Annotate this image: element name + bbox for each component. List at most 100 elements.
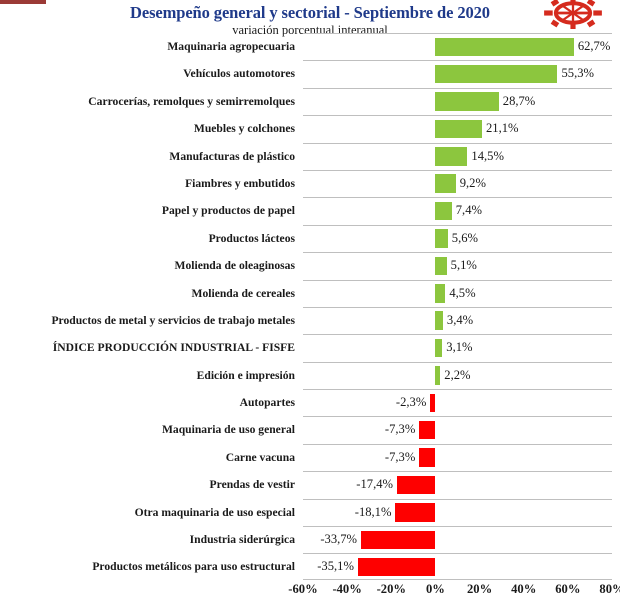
bar-value-label: 3,1%	[446, 340, 473, 355]
bar-value-label: 2,2%	[444, 367, 471, 382]
x-axis-tick-label: -60%	[288, 582, 318, 596]
category-label: Fiambres y embutidos	[185, 176, 295, 190]
category-label: Muebles y colchones	[193, 122, 295, 136]
category-label: Carrocerías, remolques y semirremolques	[88, 94, 295, 108]
bar-track: 14,5%	[303, 143, 612, 170]
bar-row: Industria siderúrgica -33,7%	[0, 526, 620, 553]
category-label: Edición e impresión	[196, 368, 295, 382]
bar-track: 55,3%	[303, 60, 612, 87]
bar-row: Carrocerías, remolques y semirremolques 2…	[0, 87, 620, 115]
bar-positive[interactable]	[435, 64, 558, 84]
bar-positive[interactable]	[435, 338, 443, 358]
bar-row: Manufacturas de plástico 14,5%	[0, 142, 620, 170]
x-axis-tick-label: 20%	[466, 582, 493, 596]
bar-value-label: 9,2%	[459, 175, 486, 190]
category-label: Maquinaria agropecuaria	[167, 40, 295, 53]
bar-negative[interactable]	[419, 448, 436, 467]
category-label: Molienda de cereales	[191, 286, 295, 300]
gridline	[303, 553, 612, 555]
bar-value-label: 28,7%	[502, 93, 536, 108]
bar-track: -33,7%	[303, 526, 612, 553]
gridline	[303, 389, 612, 391]
bar-value-label: 4,5%	[449, 285, 476, 300]
x-axis-tick-label: 80%	[599, 582, 620, 596]
bar-positive[interactable]	[435, 119, 482, 139]
bar-negative[interactable]	[397, 475, 436, 495]
bar-track: -18,1%	[303, 499, 612, 526]
bar-track: -17,4%	[303, 471, 612, 498]
bar-negative[interactable]	[357, 557, 436, 577]
bar-row: Otra maquinaria de uso especial -18,1%	[0, 498, 620, 526]
bar-track: 21,1%	[303, 115, 612, 142]
category-label: Productos lácteos	[208, 231, 295, 245]
bar-positive[interactable]	[435, 366, 441, 385]
bar-positive[interactable]	[435, 92, 499, 111]
gear-icon	[544, 0, 602, 29]
gridline	[303, 526, 612, 528]
bar-track: -7,3%	[303, 416, 612, 443]
bar-track: 4,5%	[303, 280, 612, 307]
bar-positive[interactable]	[435, 147, 468, 166]
bar-value-label: 14,5%	[471, 148, 504, 163]
bar-value-label: -33,7%	[320, 532, 358, 547]
x-axis: -60% -40% -20% 0% 20% 40% 60% 80%	[288, 582, 620, 606]
bar-negative[interactable]	[430, 393, 436, 413]
bar-track: 9,2%	[303, 170, 612, 197]
x-axis-tick-label: 40%	[511, 582, 537, 596]
bar-value-label: 62,7%	[577, 39, 611, 53]
chart-title: Desempeño general y sectorial - Septiemb…	[130, 3, 490, 22]
bar-row: Maquinaria agropecuaria 62,7%	[0, 33, 620, 60]
bar-row: Productos de metal y servicios de trabaj…	[0, 306, 620, 334]
gridline	[303, 142, 612, 144]
gridline	[303, 252, 612, 254]
category-label: Molienda de oleaginosas	[174, 259, 295, 273]
category-label: Industria siderúrgica	[189, 533, 295, 547]
bar-positive[interactable]	[435, 284, 446, 303]
bar-value-label: -18,1%	[354, 504, 392, 519]
bar-value-label: 7,4%	[455, 203, 482, 218]
gridline	[303, 224, 612, 226]
bar-positive[interactable]	[435, 201, 452, 221]
bar-value-label: 21,1%	[485, 121, 519, 136]
bar-track: 3,1%	[303, 334, 612, 361]
gridline	[303, 334, 612, 336]
gridline	[303, 33, 612, 34]
x-axis-tick-label: -20%	[376, 582, 406, 596]
x-axis-tick-label: -40%	[332, 582, 362, 596]
bar-track: 7,4%	[303, 197, 612, 224]
bar-row: Molienda de oleaginosas 5,1%	[0, 252, 620, 279]
bar-positive[interactable]	[435, 256, 447, 276]
bar-positive[interactable]	[435, 174, 456, 193]
bar-value-label: 3,4%	[446, 312, 474, 327]
bar-value-label: 5,6%	[451, 230, 479, 245]
bar-negative[interactable]	[395, 503, 436, 522]
gridline	[303, 416, 612, 418]
category-label: Maquinaria de uso general	[161, 423, 295, 437]
category-label: Vehículos automotores	[183, 67, 295, 81]
bar-value-label: -17,4%	[356, 477, 394, 492]
bar-value-label: -7,3%	[384, 449, 416, 464]
bar-track: 28,7%	[303, 88, 612, 115]
bar-negative[interactable]	[361, 530, 436, 550]
gridline	[303, 115, 612, 117]
bar-row: Productos lácteos 5,6%	[0, 224, 620, 252]
bar-track: -2,3%	[303, 389, 612, 416]
bar-row: Maquinaria de uso general -7,3%	[0, 416, 620, 443]
bar-positive[interactable]	[435, 229, 448, 248]
bar-row: Vehículos automotores 55,3%	[0, 60, 620, 87]
bar-value-label: -7,3%	[384, 422, 416, 437]
bar-value-label: 55,3%	[561, 66, 594, 81]
bar-positive[interactable]	[435, 311, 443, 330]
category-label: ÍNDICE PRODUCCIÓN INDUSTRIAL - FISFE	[52, 341, 295, 355]
bar-value-label: -2,3%	[395, 395, 427, 410]
gridline	[303, 60, 612, 62]
bar-row: Autopartes -2,3%	[0, 389, 620, 416]
bar-positive[interactable]	[435, 37, 574, 56]
bar-track: 2,2%	[303, 362, 612, 389]
gridline	[303, 169, 612, 171]
gridline	[303, 443, 612, 445]
bar-track: -7,3%	[303, 444, 612, 471]
bar-value-label: 5,1%	[450, 258, 477, 273]
bar-negative[interactable]	[419, 420, 436, 440]
axis-baseline	[303, 579, 612, 580]
